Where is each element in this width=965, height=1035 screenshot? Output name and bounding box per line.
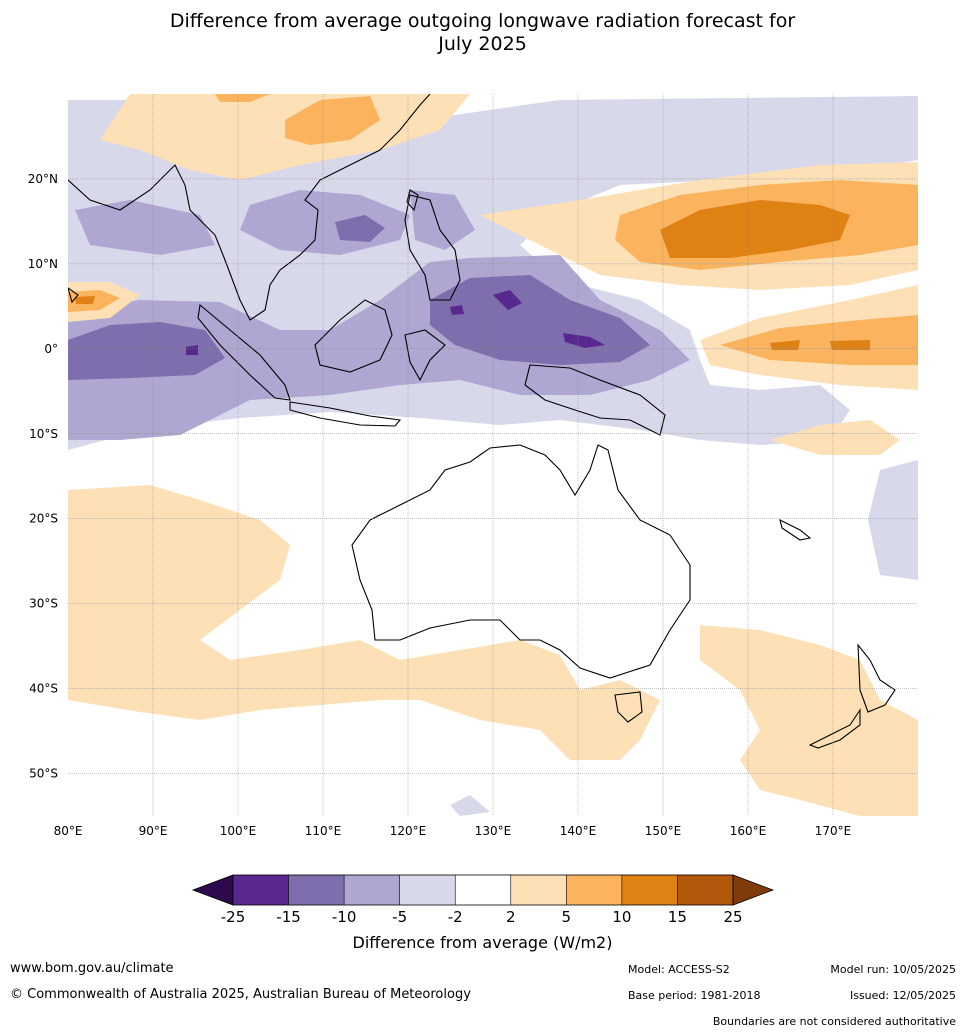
latitude-tick-label: 10°S — [29, 427, 58, 441]
colorbar-tick-label: -25 — [221, 908, 246, 926]
colorbar-swatch — [566, 875, 622, 905]
latitude-tick-label: 50°S — [29, 767, 58, 781]
asia-coastline — [68, 94, 431, 321]
anomaly-region-neg-strong-scs — [335, 215, 385, 242]
anomaly-region-neg-strong — [68, 322, 225, 380]
anomaly-region-neg-extreme-1 — [493, 290, 522, 310]
colorbar-swatch — [233, 875, 289, 905]
colorbar-swatch — [288, 875, 345, 905]
colorbar-title: Difference from average (W/m2) — [352, 933, 613, 952]
graticule — [68, 94, 918, 816]
latitude-tick-label: 30°S — [29, 597, 58, 611]
anomaly-region-pos-medium-eq — [720, 315, 918, 365]
australia-coastline — [351, 444, 691, 679]
anomaly-region-neg-extreme-2 — [563, 333, 605, 348]
base-period-label: Base period: 1981-2018 — [628, 989, 761, 1002]
disclaimer-text: Boundaries are not considered authoritat… — [712, 1015, 956, 1028]
latitude-tick-label: 20°N — [28, 172, 58, 186]
colorbar-tick-label: -2 — [448, 908, 463, 926]
latitude-tick-label: 0° — [44, 342, 58, 356]
anomaly-region-pos-medium-west — [68, 290, 120, 312]
colorbar: -25 -15 -10 -5 -2 2 5 10 15 25 — [191, 874, 775, 926]
latitude-tick-label: 40°S — [29, 682, 58, 696]
philippines-coastline — [404, 194, 461, 301]
longitude-tick-label: 160°E — [730, 824, 767, 838]
longitude-tick-label: 170°E — [815, 824, 852, 838]
colorbar-swatch — [510, 875, 567, 905]
colorbar-min-extend — [191, 874, 234, 906]
sri-lanka-coastline — [68, 287, 79, 304]
tasmania-coastline — [614, 691, 643, 723]
longitude-tick-label: 90°E — [139, 824, 168, 838]
colorbar-swatch — [344, 875, 400, 905]
website-link[interactable]: www.bom.gov.au/climate — [10, 961, 174, 976]
longitude-tick-label: 130°E — [475, 824, 512, 838]
latitude-tick-label: 20°S — [29, 512, 58, 526]
coastlines — [68, 94, 896, 749]
colorbar-tick-label: -5 — [392, 908, 407, 926]
anomaly-region-pos-strong-eq2 — [830, 340, 870, 350]
colorbar-tick-label: 25 — [723, 908, 742, 926]
sulawesi-coastline — [404, 329, 446, 382]
latitude-tick-label: 10°N — [28, 257, 58, 271]
new-caledonia-coastline — [779, 518, 812, 541]
title-line-1: Difference from average outgoing longwav… — [169, 10, 796, 32]
colorbar-tick-label: 10 — [612, 908, 631, 926]
anomaly-region-neg-light-east — [868, 460, 918, 580]
borneo-coastline — [314, 299, 393, 373]
colorbar-swatch — [455, 875, 511, 905]
latitude-labels: 20°N 10°N 0° 10°S 20°S 30°S 40°S 50°S — [28, 172, 58, 781]
anomaly-region-pos-strong-npac — [660, 200, 850, 258]
longitude-tick-label: 100°E — [220, 824, 257, 838]
anomaly-region-neg-medium-bob — [75, 200, 215, 255]
sumatra-coastline — [197, 303, 291, 401]
colorbar-tick-label: 2 — [506, 908, 516, 926]
longitude-tick-label: 150°E — [645, 824, 682, 838]
anomaly-region-pos-strong-eq — [770, 340, 800, 350]
colorbar-tick-label: -15 — [276, 908, 301, 926]
anomaly-region-pos-light-coral — [770, 420, 900, 455]
colorbar-tick-label: 15 — [668, 908, 687, 926]
longitude-tick-label: 80°E — [54, 824, 83, 838]
anomaly-region-pos-medium-top — [215, 94, 270, 102]
longitude-tick-label: 120°E — [390, 824, 427, 838]
copyright-text: © Commonwealth of Australia 2025, Austra… — [10, 987, 471, 1002]
colorbar-swatch — [399, 875, 456, 905]
anomaly-region-neg-extreme-3 — [186, 345, 198, 355]
new-zealand-south-coastline — [808, 708, 861, 749]
chart-title: Difference from average outgoing longwav… — [0, 10, 965, 56]
longitude-labels: 80°E 90°E 100°E 110°E 120°E 130°E 140°E 150°E 16… — [54, 824, 852, 838]
anomaly-region-pos-light-tasman — [700, 625, 918, 816]
issued-label: Issued: 12/05/2025 — [849, 989, 956, 1002]
new-guinea-coastline — [524, 364, 666, 436]
anomaly-region-pos-medium-china — [285, 96, 380, 145]
java-coastline — [289, 401, 402, 427]
anomaly-region-pos-light-sio — [68, 485, 660, 760]
longitude-tick-label: 140°E — [560, 824, 597, 838]
model-run-label: Model run: 10/05/2025 — [830, 963, 956, 976]
colorbar-swatch — [621, 875, 678, 905]
anomaly-region-neg-light-south — [450, 795, 490, 816]
colorbar-max-extend — [732, 874, 775, 906]
anomaly-region-neg-medium-ph — [410, 190, 475, 250]
colorbar-tick-label: -10 — [332, 908, 357, 926]
longitude-tick-label: 110°E — [305, 824, 342, 838]
colorbar-outline — [232, 874, 734, 906]
colorbar-swatch — [677, 875, 733, 905]
anomaly-region-pos-strong-west — [75, 296, 95, 304]
title-line-2: July 2025 — [438, 33, 527, 55]
anomaly-region-neg-extreme-4 — [450, 305, 464, 315]
colorbar-tick-label: 5 — [562, 908, 572, 926]
model-label: Model: ACCESS-S2 — [628, 963, 730, 976]
new-zealand-north-coastline — [857, 643, 896, 713]
